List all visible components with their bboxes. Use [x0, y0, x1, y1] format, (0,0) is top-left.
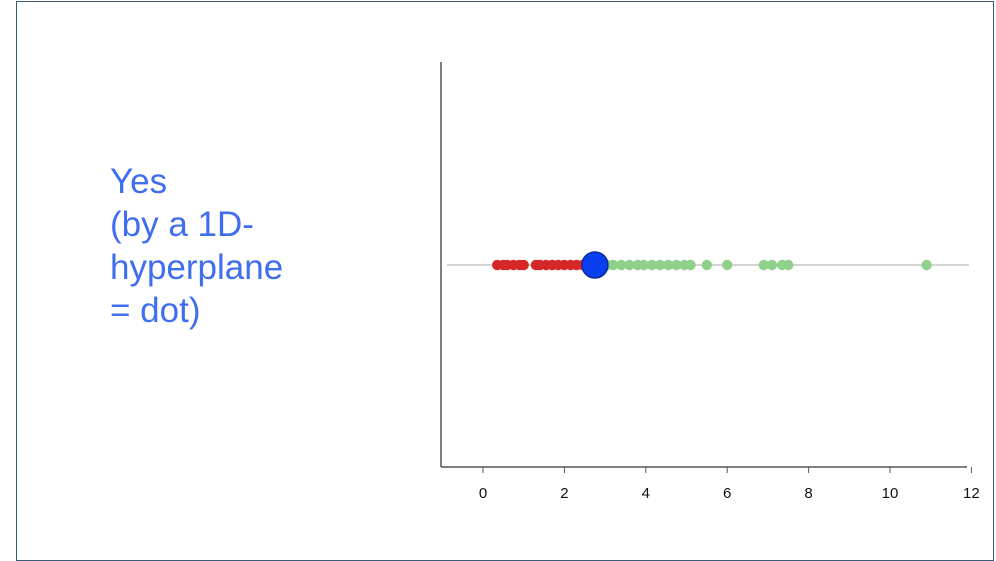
green-data-point [722, 259, 733, 271]
x-tick-label: 8 [804, 485, 812, 502]
green-data-point [671, 259, 682, 271]
x-tick-label: 6 [723, 485, 731, 502]
green-data-point [701, 259, 713, 271]
hyperplane-dot [581, 251, 609, 279]
green-data-point [638, 259, 649, 271]
caption-line-1: Yes [110, 162, 168, 201]
axes: 0 2 4 6 8 10 12 [440, 62, 980, 502]
caption-line-2: (by a 1D- [110, 205, 254, 244]
green-data-point [608, 259, 619, 271]
x-tick-label: 0 [479, 485, 487, 502]
green-data-point [616, 259, 627, 271]
data-points [492, 251, 932, 279]
scatter-plot: 0 2 4 6 8 10 12 [440, 62, 980, 502]
green-data-point [783, 259, 794, 271]
caption-text: Yes (by a 1D- hyperplane = dot) [110, 160, 283, 332]
x-tick-label: 2 [560, 485, 568, 502]
green-data-point [624, 259, 635, 271]
green-data-point [662, 259, 674, 271]
caption-line-3: hyperplane [110, 248, 284, 287]
green-data-point [758, 259, 770, 271]
x-tick-label: 12 [963, 485, 980, 502]
red-data-point [518, 259, 529, 271]
caption-line-4: = dot) [110, 291, 201, 330]
x-tick-label: 10 [882, 485, 899, 502]
x-tick-label: 4 [642, 485, 650, 502]
green-data-point [646, 259, 658, 271]
green-data-point [685, 259, 696, 271]
green-data-point [654, 259, 666, 271]
green-data-point [921, 259, 932, 271]
green-data-point [766, 259, 778, 271]
